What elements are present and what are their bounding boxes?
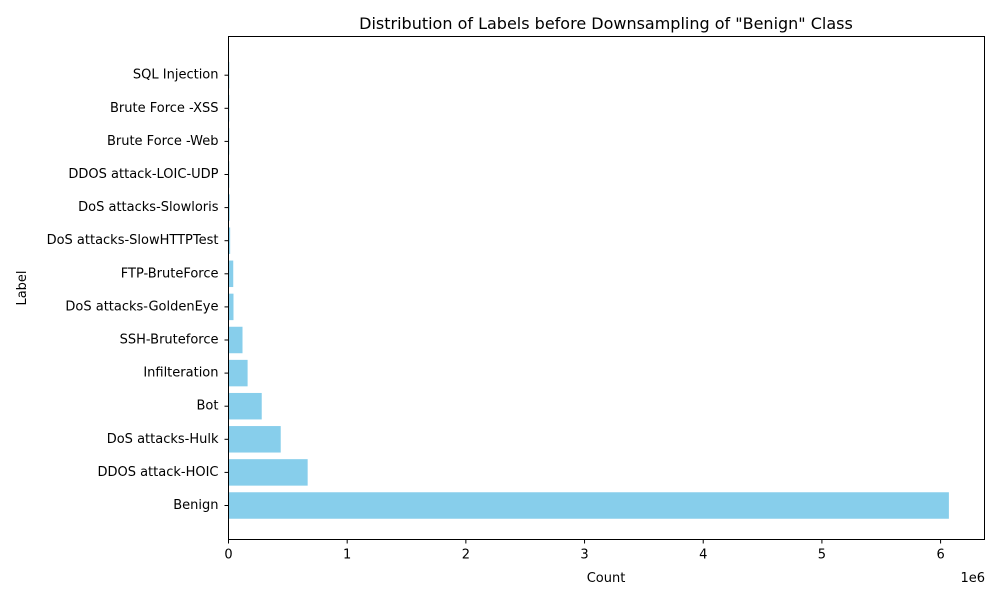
bar xyxy=(228,459,308,486)
y-tick-label: Brute Force -XSS xyxy=(110,101,219,116)
y-tick-label: Infilteration xyxy=(143,366,218,381)
y-tick-label: DoS attacks-SlowHTTPTest xyxy=(47,233,219,248)
x-ticks-group: 0 1 2 3 4 5 6 xyxy=(224,539,945,563)
x-tick-label: 3 xyxy=(580,548,588,563)
x-tick-label: 1 xyxy=(343,548,351,563)
y-tick-label: DoS attacks-Hulk xyxy=(107,432,219,447)
x-scale-offset-label: 1e6 xyxy=(960,571,985,586)
bar xyxy=(228,326,243,354)
x-tick-label: 2 xyxy=(462,548,470,563)
x-axis-title: Count xyxy=(587,571,626,586)
y-tick-label: SSH-Bruteforce xyxy=(120,333,219,348)
bar xyxy=(228,194,230,221)
y-ticks-group: Benign DDOS attack-HOIC DoS attacks-Hulk Bo… xyxy=(47,68,229,513)
y-tick-label: DDOS attack-LOIC-UDP xyxy=(68,167,218,182)
bar xyxy=(228,293,234,321)
plot-frame xyxy=(228,36,985,540)
bar xyxy=(228,359,248,387)
x-tick-label: 6 xyxy=(936,548,944,563)
y-tick-label: SQL Injection xyxy=(133,68,219,83)
bar xyxy=(228,426,281,453)
bars-group xyxy=(228,61,949,519)
bar xyxy=(228,492,949,519)
y-tick-label: FTP-BruteForce xyxy=(121,266,219,281)
x-tick-label: 5 xyxy=(818,548,826,563)
y-tick-label: Bot xyxy=(197,399,219,414)
y-tick-label: DDOS attack-HOIC xyxy=(97,465,218,480)
y-tick-label: DoS attacks-Slowloris xyxy=(78,200,219,215)
y-tick-label: Brute Force -Web xyxy=(107,134,219,149)
x-tick-label: 0 xyxy=(224,548,232,563)
bar xyxy=(228,392,262,420)
chart-title: Distribution of Labels before Downsampli… xyxy=(359,14,853,33)
bar xyxy=(228,260,234,288)
y-axis-title: Label xyxy=(15,270,30,305)
y-tick-label: DoS attacks-GoldenEye xyxy=(65,299,218,314)
bar xyxy=(228,227,231,254)
y-tick-label: Benign xyxy=(173,498,218,513)
x-tick-label: 4 xyxy=(699,548,707,563)
